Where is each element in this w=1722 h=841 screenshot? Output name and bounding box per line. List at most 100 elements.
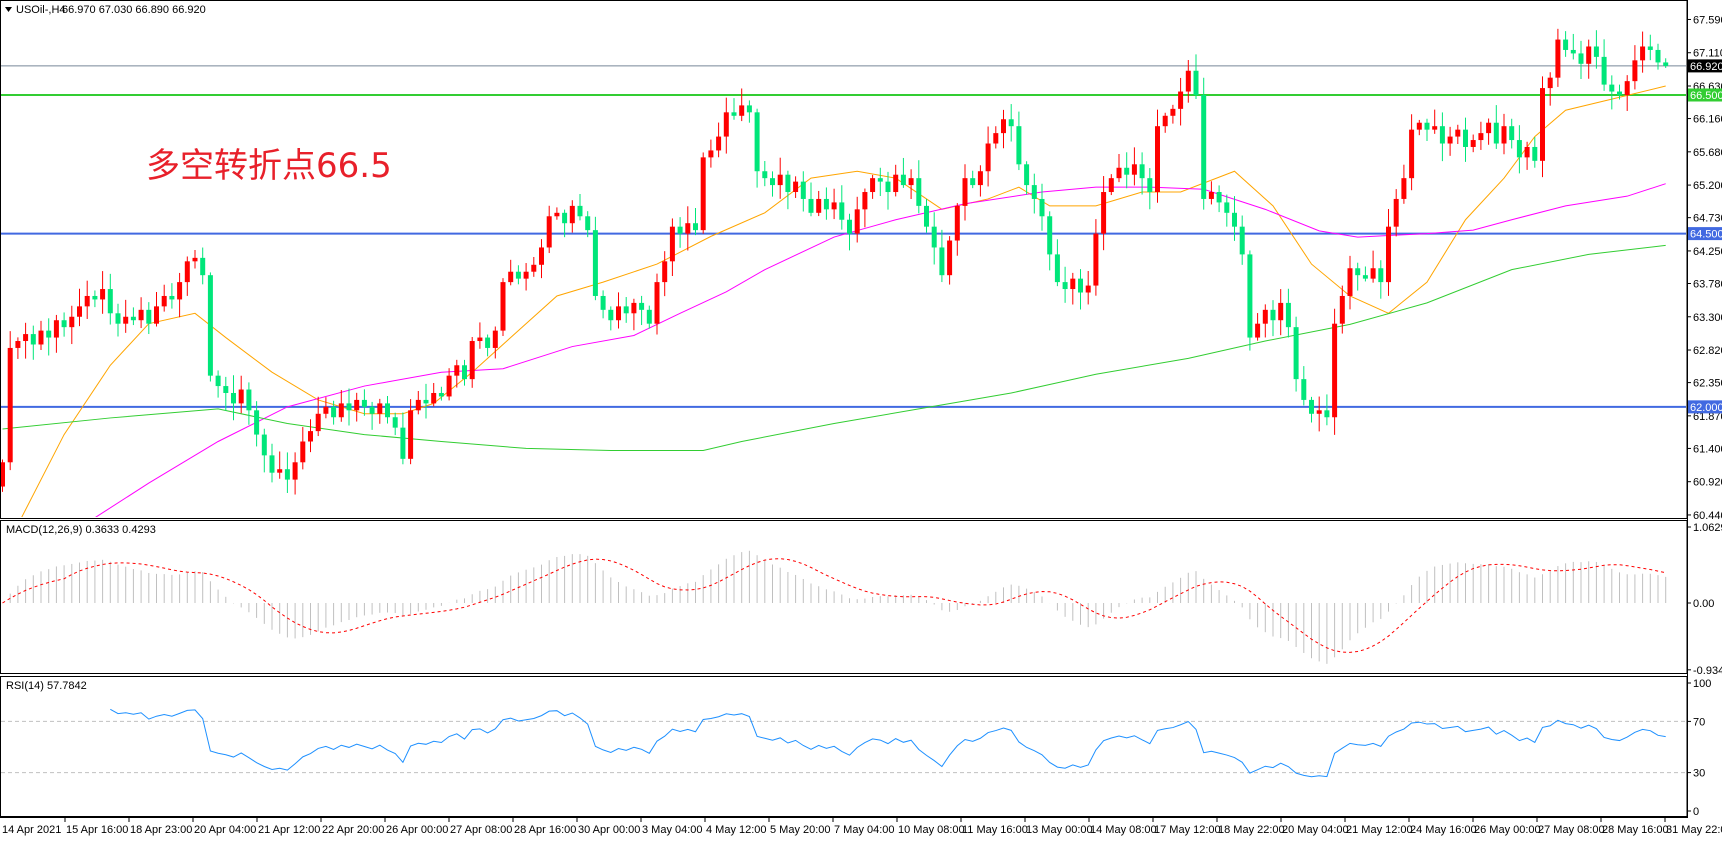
candle bbox=[1170, 104, 1176, 124]
candle-body bbox=[1024, 164, 1030, 186]
candle-body bbox=[115, 313, 121, 324]
candle bbox=[1216, 185, 1222, 213]
candle bbox=[1293, 316, 1299, 392]
candle-body bbox=[1001, 119, 1006, 134]
candle-body bbox=[284, 469, 290, 480]
candle bbox=[377, 398, 383, 424]
candle bbox=[15, 337, 21, 359]
candle bbox=[1640, 31, 1646, 73]
candle-body bbox=[1309, 399, 1314, 414]
candle-body bbox=[1555, 39, 1561, 78]
candle bbox=[1355, 262, 1361, 291]
macd-signal-line bbox=[2, 558, 1666, 653]
candle bbox=[1239, 215, 1245, 265]
candle bbox=[954, 203, 960, 256]
candle bbox=[739, 88, 745, 122]
candle-body bbox=[1509, 126, 1515, 141]
candle bbox=[277, 451, 283, 479]
candle-body bbox=[138, 309, 144, 321]
candle-body bbox=[1609, 84, 1615, 92]
candle-body bbox=[1293, 327, 1299, 380]
candle bbox=[1016, 111, 1022, 171]
time-tick-label: 27 Apr 08:00 bbox=[450, 824, 512, 836]
candle-body bbox=[462, 365, 467, 380]
candle-body bbox=[1486, 122, 1492, 134]
candle-body bbox=[77, 306, 82, 317]
candle-body bbox=[15, 341, 21, 348]
candle-body bbox=[161, 295, 167, 307]
rsi-pane[interactable] bbox=[0, 676, 1688, 817]
candle-body bbox=[1401, 178, 1407, 199]
time-tick-label: 17 May 12:00 bbox=[1154, 824, 1221, 836]
candle bbox=[69, 305, 75, 345]
candle bbox=[161, 284, 167, 312]
candle-body bbox=[1478, 133, 1484, 141]
candle-body bbox=[1493, 122, 1499, 144]
dropdown-triangle-icon[interactable] bbox=[5, 7, 12, 12]
candle bbox=[862, 188, 868, 228]
candle-body bbox=[947, 240, 953, 276]
candle bbox=[654, 273, 660, 335]
candle-body bbox=[277, 469, 283, 473]
candle bbox=[1386, 209, 1391, 296]
candle-body bbox=[523, 271, 529, 279]
candle-body bbox=[1624, 81, 1630, 95]
time-tick-label: 28 Apr 16:00 bbox=[514, 824, 576, 836]
candle bbox=[123, 299, 129, 333]
candle-body bbox=[408, 410, 414, 459]
candle-body bbox=[985, 143, 991, 172]
candle bbox=[231, 375, 236, 421]
candle-body bbox=[1501, 126, 1507, 144]
candle-body bbox=[1255, 323, 1261, 338]
candle bbox=[716, 122, 722, 158]
candle bbox=[1463, 117, 1468, 162]
candle bbox=[931, 212, 937, 265]
candle-body bbox=[839, 202, 845, 220]
candle bbox=[977, 165, 983, 197]
main-price-pane[interactable] bbox=[0, 0, 1688, 519]
candle-body bbox=[1355, 268, 1361, 276]
time-tick-label: 11 May 16:00 bbox=[962, 824, 1028, 836]
candle bbox=[1655, 43, 1661, 70]
candle bbox=[61, 312, 67, 337]
candle bbox=[431, 382, 437, 407]
candle-body bbox=[23, 334, 29, 342]
candle bbox=[608, 306, 614, 331]
candle-body bbox=[770, 178, 775, 186]
candle-body bbox=[662, 261, 668, 283]
candle bbox=[562, 209, 568, 238]
candle bbox=[908, 169, 914, 200]
macd-pane[interactable] bbox=[0, 520, 1688, 674]
candle-body bbox=[169, 295, 175, 300]
candle-body bbox=[731, 112, 737, 116]
price-tick-label: 62.350 bbox=[1693, 378, 1722, 390]
candle bbox=[1147, 168, 1153, 210]
candle bbox=[361, 389, 367, 416]
candle bbox=[1201, 77, 1207, 210]
candle-body bbox=[977, 171, 983, 186]
candle-body bbox=[739, 105, 745, 116]
candle bbox=[1424, 118, 1430, 142]
candle bbox=[1509, 118, 1515, 149]
candle bbox=[1347, 255, 1353, 310]
candle bbox=[746, 100, 752, 123]
candle-body bbox=[1463, 129, 1468, 147]
candle-body bbox=[400, 427, 406, 459]
candle-body bbox=[377, 403, 383, 414]
candle bbox=[92, 290, 98, 308]
candle-body bbox=[1470, 140, 1476, 147]
candle bbox=[1185, 60, 1191, 103]
candle-body bbox=[1339, 295, 1345, 324]
candle-body bbox=[1170, 108, 1176, 116]
price-tick-label: 62.820 bbox=[1693, 345, 1722, 357]
time-tick-label: 7 May 04:00 bbox=[834, 824, 895, 836]
candle-body bbox=[1054, 254, 1060, 283]
candle bbox=[870, 174, 876, 199]
time-tick-label: 21 Apr 12:00 bbox=[258, 824, 320, 836]
candle bbox=[30, 325, 36, 360]
price-tick-label: 65.200 bbox=[1693, 180, 1722, 192]
candle bbox=[77, 288, 82, 327]
candle-body bbox=[1278, 302, 1284, 321]
candle bbox=[1270, 300, 1276, 337]
